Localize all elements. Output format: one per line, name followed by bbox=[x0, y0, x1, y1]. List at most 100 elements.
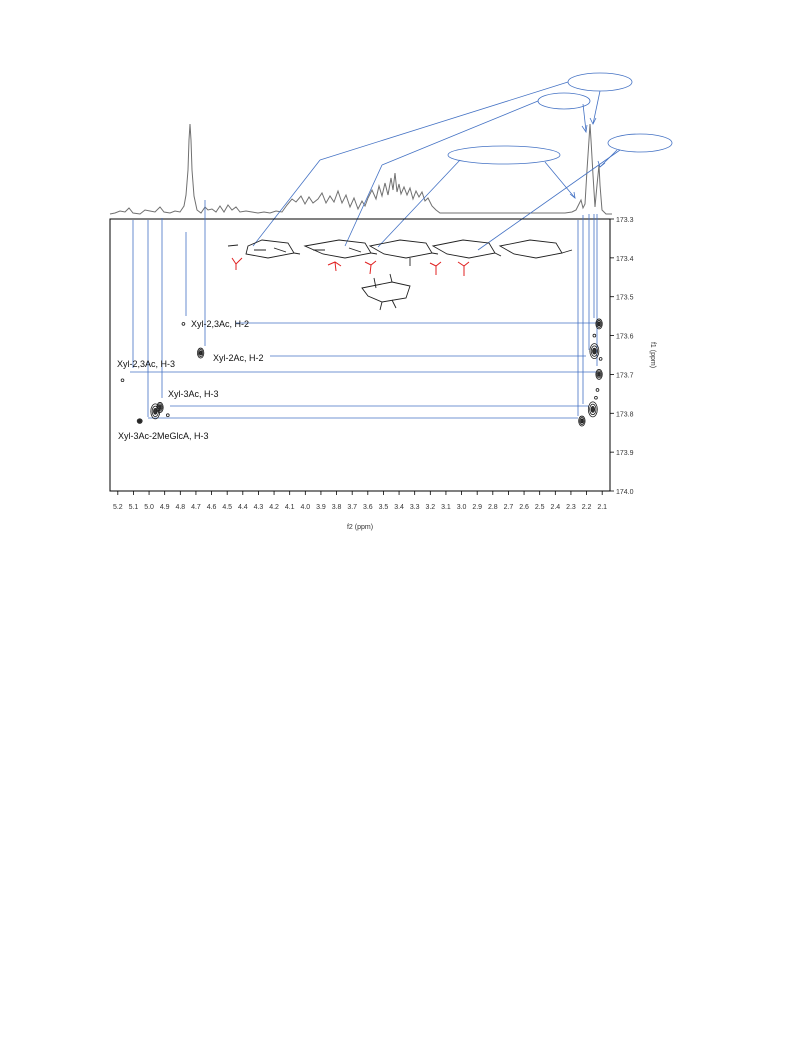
contour-peak bbox=[578, 415, 586, 427]
contour-peak bbox=[598, 357, 603, 361]
x-tick-label: 4.8 bbox=[175, 504, 185, 511]
xylan-structure bbox=[227, 239, 573, 311]
contour-peak bbox=[156, 402, 164, 413]
x-tick-label: 3.6 bbox=[363, 504, 373, 511]
y-axis-ticks: 173.3 173.4 173.5 173.6 173.7 173.8 173.9 174.0 bbox=[610, 217, 634, 496]
contour-peak bbox=[157, 403, 163, 412]
contour-peak bbox=[158, 405, 162, 410]
x-tick-label: 3.0 bbox=[457, 504, 467, 511]
x-tick-label: 4.7 bbox=[191, 504, 201, 511]
x-tick-label: 4.4 bbox=[238, 504, 248, 511]
annotation-xyl23ac-h3: Xyl-2,3Ac, H-3 bbox=[117, 359, 175, 369]
x-tick-label: 2.9 bbox=[472, 504, 482, 511]
xylose-ring bbox=[303, 239, 378, 259]
nmr-figure: 5.2 5.1 5.0 4.9 4.8 4.7 4.6 4.5 4.4 4.3 4.2 4.1 4.0 3… bbox=[109, 72, 673, 531]
x-tick-label: 2.3 bbox=[566, 504, 576, 511]
x-tick-label: 3.2 bbox=[425, 504, 435, 511]
x-tick-label: 2.6 bbox=[519, 504, 529, 511]
x-tick-label: 3.8 bbox=[332, 504, 342, 511]
glucuronic-acid-ring bbox=[361, 273, 411, 311]
contour-peak bbox=[590, 405, 596, 413]
y-tick-label: 173.8 bbox=[616, 411, 634, 418]
contour-peak bbox=[596, 370, 602, 379]
peak-connectors bbox=[130, 200, 598, 419]
x-axis-ticks: 5.2 5.1 5.0 4.9 4.8 4.7 4.6 4.5 4.4 4.3 4.2 4.1 4.0 3… bbox=[113, 491, 607, 511]
x-tick-label: 3.7 bbox=[347, 504, 357, 511]
x-tick-label: 2.1 bbox=[597, 504, 607, 511]
contour-peak bbox=[594, 395, 598, 400]
hmbc-chart: 5.2 5.1 5.0 4.9 4.8 4.7 4.6 4.5 4.4 4.3 4.2 4.1 4.0 3… bbox=[109, 72, 673, 531]
xylose-ring bbox=[498, 239, 573, 259]
x-tick-label: 3.1 bbox=[441, 504, 451, 511]
contour-peak bbox=[596, 320, 602, 328]
contour-peak bbox=[589, 343, 600, 360]
contour-peaks bbox=[120, 318, 603, 427]
contour-peak bbox=[151, 405, 159, 417]
connector-lines bbox=[252, 72, 673, 251]
x-tick-label: 2.8 bbox=[488, 504, 498, 511]
x-tick-label: 4.6 bbox=[207, 504, 217, 511]
contour-peak bbox=[597, 372, 601, 377]
plot-area bbox=[109, 218, 611, 492]
contour-peak bbox=[181, 322, 186, 326]
proton-projection-spectrum bbox=[109, 123, 612, 215]
x-tick-label: 4.0 bbox=[300, 504, 310, 511]
x-tick-label: 5.0 bbox=[144, 504, 154, 511]
x-tick-label: 4.2 bbox=[269, 504, 279, 511]
y-tick-label: 173.6 bbox=[616, 334, 634, 341]
contour-peak bbox=[595, 388, 600, 392]
x-tick-label: 3.4 bbox=[394, 504, 404, 511]
contour-peak bbox=[153, 407, 158, 415]
x-tick-label: 4.5 bbox=[222, 504, 232, 511]
x-tick-label: 2.4 bbox=[550, 504, 560, 511]
xylose-ring bbox=[368, 239, 439, 266]
x-tick-label: 3.3 bbox=[410, 504, 420, 511]
annotation-xyl2ac-h2: Xyl-2Ac, H-2 bbox=[213, 353, 264, 363]
contour-peak bbox=[197, 347, 205, 359]
xylose-ring bbox=[227, 239, 301, 259]
x-tick-label: 5.2 bbox=[113, 504, 123, 511]
y-tick-label: 173.7 bbox=[616, 372, 634, 379]
contour-peak bbox=[592, 347, 597, 355]
annotation-xyl23ac-h2: Xyl-2,3Ac, H-2 bbox=[191, 319, 249, 329]
y-axis-title: f1 (ppm) bbox=[649, 342, 656, 368]
label-ellipse bbox=[537, 92, 591, 110]
x-tick-label: 4.1 bbox=[285, 504, 295, 511]
contour-peak bbox=[595, 318, 603, 330]
contour-peak bbox=[136, 418, 143, 424]
y-tick-label: 173.3 bbox=[616, 217, 634, 224]
x-tick-label: 3.9 bbox=[316, 504, 326, 511]
contour-peak bbox=[590, 345, 598, 357]
annotation-xyl3ac2meglca-h3: Xyl-3Ac-2MeGlcA, H-3 bbox=[118, 431, 209, 441]
contour-peak bbox=[589, 403, 597, 416]
x-tick-label: 4.3 bbox=[254, 504, 264, 511]
label-ellipse bbox=[447, 145, 561, 165]
contour-peak bbox=[592, 333, 597, 338]
y-tick-label: 174.0 bbox=[616, 489, 634, 496]
contour-peak bbox=[198, 350, 203, 356]
y-tick-label: 173.5 bbox=[616, 295, 634, 302]
y-tick-label: 173.9 bbox=[616, 450, 634, 457]
contour-peak bbox=[595, 369, 603, 380]
contour-peak bbox=[197, 349, 204, 357]
acetyl-groups bbox=[231, 257, 470, 276]
y-tick-label: 173.4 bbox=[616, 256, 634, 263]
contour-peak bbox=[166, 413, 170, 418]
x-tick-label: 2.7 bbox=[504, 504, 514, 511]
annotation-xyl3ac-h3: Xyl-3Ac, H-3 bbox=[168, 389, 219, 399]
contour-peak bbox=[580, 418, 584, 424]
label-ellipse bbox=[607, 133, 673, 153]
x-axis-title: f2 (ppm) bbox=[347, 524, 373, 531]
contour-peak bbox=[120, 378, 125, 383]
contour-peak bbox=[137, 419, 142, 424]
contour-peak bbox=[579, 417, 585, 425]
x-tick-label: 3.5 bbox=[379, 504, 389, 511]
label-ellipse bbox=[567, 72, 633, 92]
contour-peak bbox=[597, 321, 601, 327]
contour-peak bbox=[138, 419, 142, 423]
x-tick-label: 4.9 bbox=[160, 504, 170, 511]
xylose-ring bbox=[431, 239, 502, 259]
contour-peak bbox=[587, 401, 598, 418]
x-tick-label: 2.2 bbox=[582, 504, 592, 511]
x-tick-label: 5.1 bbox=[129, 504, 139, 511]
